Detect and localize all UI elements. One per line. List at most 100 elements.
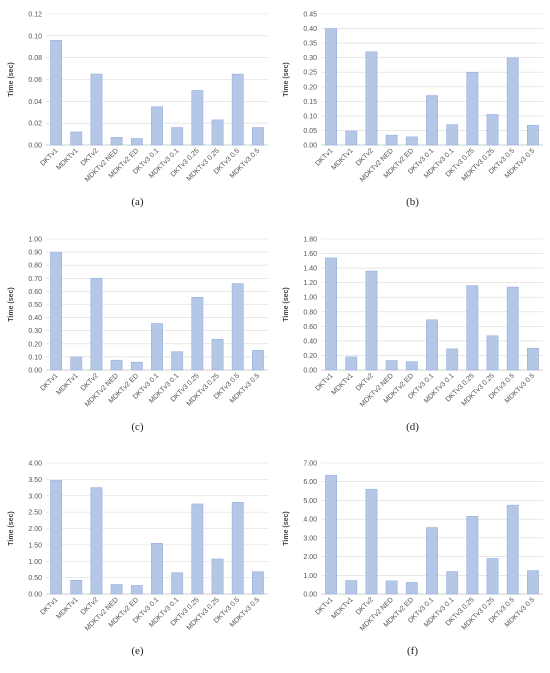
chart-panel: 0.00 1.00 2.00 3.00 4.00 5.00 6.00 7.00 DKTv1 MDK…: [275, 449, 550, 673]
y-tick-label: 0.30: [303, 55, 317, 62]
y-tick-label: 3.00: [303, 535, 317, 542]
bar: [486, 335, 499, 371]
chart-panel: 0.00 0.20 0.40 0.60 0.80 1.00 1.20 1.40 1.60 1.80…: [275, 225, 550, 449]
chart-panel: 0.00 0.05 0.10 0.15 0.20 0.25 0.30 0.35 0.40 0.45…: [275, 0, 550, 224]
bar: [466, 71, 479, 146]
bar: [426, 527, 438, 595]
y-tick-label: 1.40: [303, 266, 317, 273]
bar: [70, 356, 83, 371]
y-axis-title: Time (sec): [283, 287, 290, 322]
y-tick-label: 1.20: [303, 280, 317, 287]
y-tick-label: 5.00: [303, 498, 317, 505]
panel-label: (a): [131, 196, 144, 208]
bar: [231, 502, 244, 595]
y-tick-label: 0.45: [303, 12, 317, 19]
bar: [211, 338, 224, 371]
y-tick-label: 0.00: [28, 592, 42, 599]
y-tick-label: 0.10: [28, 354, 42, 361]
y-tick-label: 0.02: [28, 121, 42, 128]
y-tick-label: 6.00: [303, 479, 317, 486]
y-tick-label: 0.35: [303, 41, 317, 48]
y-axis-title: Time (sec): [283, 62, 290, 97]
bar: [191, 503, 204, 595]
bar: [50, 39, 62, 146]
y-tick-label: 1.80: [303, 237, 317, 244]
y-tick-label: 0.10: [303, 113, 317, 120]
y-tick-label: 1.00: [28, 559, 42, 566]
bar: [405, 361, 418, 371]
bar: [506, 286, 519, 371]
bar: [90, 487, 103, 595]
bar: [252, 350, 264, 371]
bar: [506, 57, 519, 146]
bar: [130, 361, 143, 371]
bar: [405, 136, 418, 146]
bar: [90, 73, 103, 146]
y-tick-label: 0.30: [28, 328, 42, 335]
bar: [231, 283, 244, 371]
y-tick-label: 0.00: [28, 368, 42, 375]
bar: [506, 504, 519, 595]
bar: [405, 582, 418, 595]
bar: [486, 114, 499, 146]
y-tick-label: 0.00: [303, 143, 317, 150]
bar: [325, 28, 337, 146]
bar: [446, 571, 459, 595]
bar: [466, 285, 479, 371]
y-tick-label: 0.20: [28, 341, 42, 348]
bar: [446, 348, 459, 371]
bar: [426, 95, 438, 146]
bar: [90, 278, 103, 371]
y-tick-label: 1.00: [28, 237, 42, 244]
panel-label: (e): [131, 645, 144, 657]
x-tick-label: MDKTv1: [330, 147, 354, 171]
bar: [211, 119, 224, 146]
bar: [345, 130, 358, 146]
panel-label: (c): [131, 421, 144, 433]
bar: [527, 570, 539, 595]
bar-chart: 0.000.501.001.502.002.503.003.504.00DKTv…: [8, 461, 268, 632]
y-tick-label: 4.00: [28, 461, 42, 468]
bar: [70, 131, 83, 146]
chart-panel: 0.00 0.02 0.04 0.06 0.08 0.10 0.12 DKTv1 MDKTv1 D…: [0, 0, 275, 224]
x-tick-label: MDKTv1: [330, 596, 354, 620]
bar: [345, 580, 358, 595]
y-tick-label: 0.08: [28, 55, 42, 62]
y-axis-title: Time (sec): [8, 62, 15, 97]
bar-chart: 0.001.002.003.004.005.006.007.00DKTv1MDK…: [283, 461, 543, 632]
y-tick-label: 1.50: [28, 542, 42, 549]
y-tick-label: 1.00: [303, 295, 317, 302]
y-tick-label: 0.50: [28, 575, 42, 582]
bar: [325, 474, 337, 595]
bar: [385, 360, 398, 371]
panel-label: (f): [407, 645, 418, 657]
chart-panel: 0.00 0.10 0.20 0.30 0.40 0.50 0.60 0.70 0.80 0.90…: [0, 225, 275, 449]
y-tick-label: 0.00: [28, 143, 42, 150]
y-tick-label: 0.00: [303, 368, 317, 375]
bar: [110, 359, 123, 371]
y-axis-title: Time (sec): [8, 287, 15, 322]
y-tick-label: 0.05: [303, 128, 317, 135]
x-tick-label: MDKTv1: [55, 596, 79, 620]
bar: [527, 347, 539, 371]
bar: [365, 270, 378, 371]
bar: [325, 257, 337, 371]
bar: [191, 297, 204, 371]
bar: [151, 323, 163, 371]
bar: [110, 137, 123, 146]
x-tick-label: MDKTv1: [55, 147, 79, 171]
bar: [191, 90, 204, 146]
y-tick-label: 4.00: [303, 517, 317, 524]
y-tick-label: 0.90: [28, 250, 42, 257]
bar: [171, 572, 184, 595]
bar-chart: 0.00 0.10 0.20 0.30 0.40 0.50 0.60 0.70 0.80 0.90…: [8, 237, 268, 408]
bar: [130, 138, 143, 146]
bar: [385, 580, 398, 595]
y-tick-label: 2.00: [303, 554, 317, 561]
y-tick-label: 3.00: [28, 493, 42, 500]
y-tick-label: 0.10: [28, 33, 42, 40]
y-tick-label: 2.50: [28, 510, 42, 517]
chart-panel: 0.00 0.50 1.00 1.50 2.00 2.50 3.00 3.50 4.00 DKTv…: [0, 449, 275, 673]
bar-chart: 0.00 0.20 0.40 0.60 0.80 1.00 1.20 1.40 1.60 1.80…: [283, 237, 543, 408]
